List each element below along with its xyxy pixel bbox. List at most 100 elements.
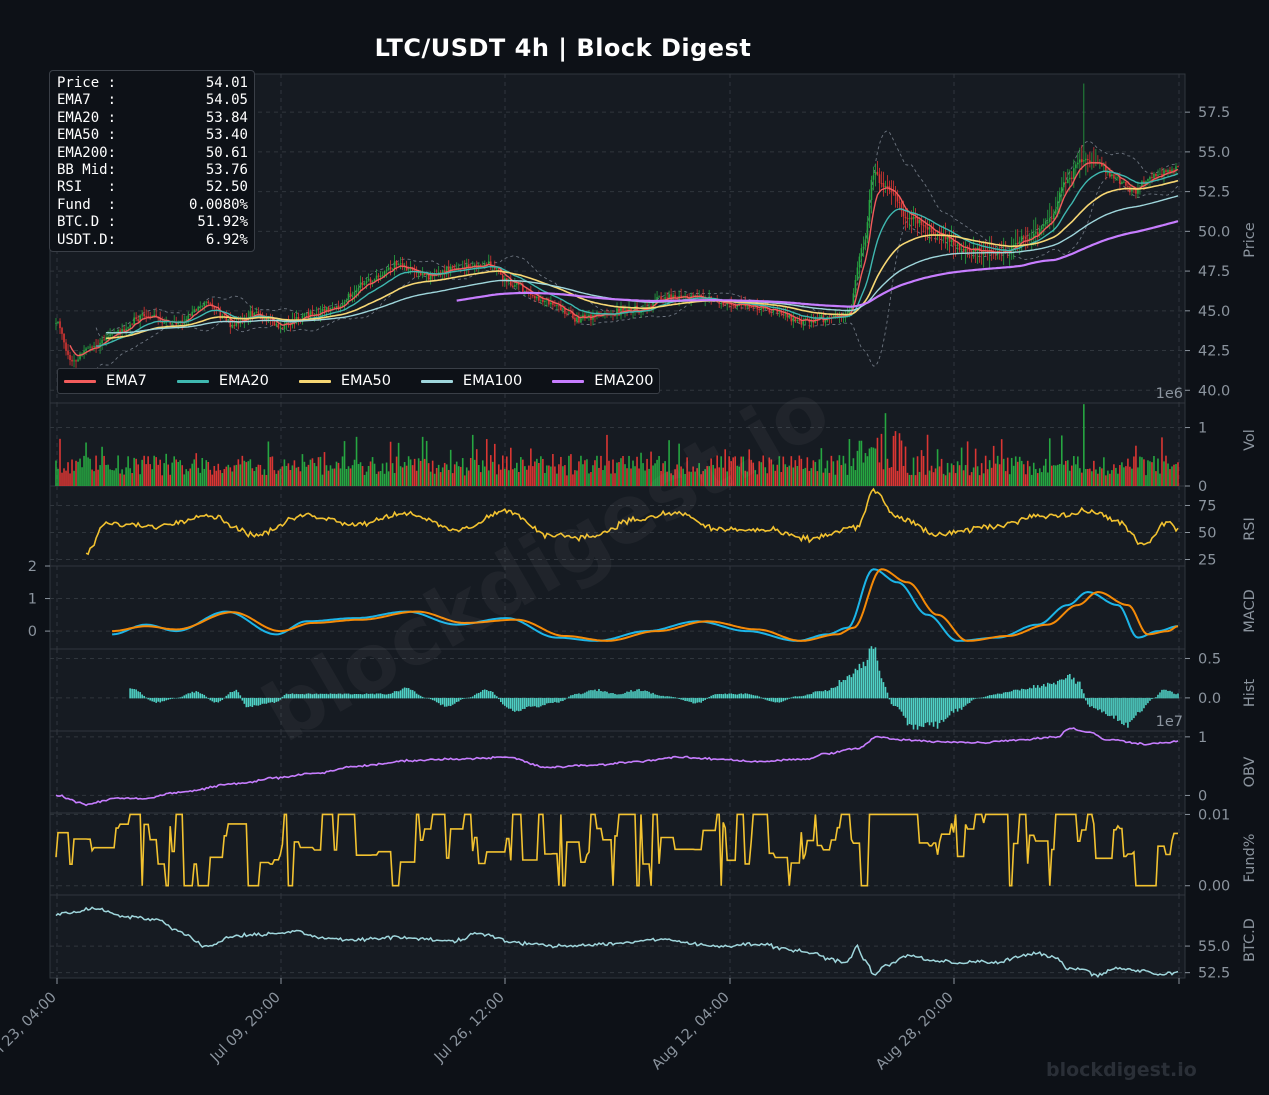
hist-bar <box>1123 697 1125 726</box>
candle-body <box>532 294 534 297</box>
hist-bar <box>796 696 799 699</box>
hist-bar <box>399 690 402 699</box>
hist-bar <box>896 697 899 707</box>
volume-bar <box>345 468 348 486</box>
candle-body <box>538 296 540 301</box>
volume-bar <box>335 461 338 486</box>
btc-dominance-line <box>55 906 1179 979</box>
hist-bar <box>459 697 462 700</box>
hist-bar <box>856 670 859 699</box>
volume-bar <box>1103 457 1105 486</box>
hist-bar <box>700 697 702 703</box>
volume-bar <box>449 449 452 486</box>
hist-bar <box>572 694 574 699</box>
candle-body <box>1036 232 1039 236</box>
hist-bar <box>155 697 157 703</box>
hist-bar <box>1097 697 1099 711</box>
volume-bar <box>810 468 813 486</box>
hist-bar <box>413 691 416 699</box>
volume-bar <box>365 471 368 486</box>
volume-bar <box>856 450 859 486</box>
hist-bar <box>331 693 334 699</box>
volume-bar <box>690 471 692 486</box>
volume-bar <box>491 461 494 486</box>
volume-bar <box>165 453 167 486</box>
volume-bar <box>608 460 610 486</box>
candle-body <box>1062 182 1065 188</box>
volume-bar <box>137 464 139 486</box>
hist-bar <box>794 696 797 699</box>
candle-body <box>1127 186 1129 187</box>
hist-bar <box>884 686 887 699</box>
volume-bar <box>379 470 382 486</box>
candle-body <box>596 312 598 317</box>
volume-bar <box>896 470 899 486</box>
volume-bar <box>313 462 316 486</box>
volume-bar <box>586 459 588 486</box>
candle-body <box>878 174 881 184</box>
volume-bar <box>403 462 406 486</box>
volume-bar <box>1089 468 1091 486</box>
hist-bar <box>886 692 889 699</box>
hist-bar <box>782 697 785 702</box>
volume-bar <box>455 461 458 486</box>
volume-bar <box>407 456 410 486</box>
volume-bar <box>303 461 306 486</box>
volume-bar <box>461 458 464 486</box>
candle-body <box>87 347 89 349</box>
volume-bar <box>566 475 568 486</box>
hist-bar <box>564 697 566 700</box>
volume-bar <box>495 474 498 486</box>
candle-body <box>552 302 554 305</box>
candle-body <box>1032 233 1035 238</box>
candle-body <box>201 305 204 307</box>
volume-bar <box>447 469 450 486</box>
volume-bar <box>343 441 346 486</box>
candle-body <box>417 272 420 274</box>
volume-bar <box>1010 457 1013 486</box>
candle-body <box>473 264 476 267</box>
candle-body <box>1065 182 1067 183</box>
volume-bar <box>1129 466 1131 486</box>
hist-bar <box>195 691 198 699</box>
candle-body <box>718 302 720 304</box>
candle-body <box>642 308 644 311</box>
volume-bar <box>934 468 937 486</box>
volume-bar <box>375 473 378 486</box>
volume-bar <box>764 467 767 486</box>
volume-bar <box>822 472 825 486</box>
candle-body <box>95 345 97 347</box>
volume-bar <box>890 467 893 486</box>
volume-bar <box>800 458 803 486</box>
hist-bar <box>578 693 580 699</box>
hist-bar <box>734 694 737 699</box>
hist-bar <box>143 695 145 699</box>
hist-bar <box>1155 697 1157 699</box>
candle-body <box>131 324 133 326</box>
hist-bar <box>1141 697 1143 712</box>
candle-body <box>1089 160 1091 163</box>
candle-body <box>750 307 753 308</box>
volume-bar <box>840 465 843 486</box>
volume-bar <box>794 460 797 486</box>
volume-bar <box>548 465 550 486</box>
hist-bar <box>171 697 174 699</box>
hist-bar <box>291 693 294 699</box>
price-panel-series <box>55 83 1179 371</box>
hist-bar <box>640 691 642 699</box>
legend-entry: EMA7 <box>64 373 147 389</box>
candle-body <box>309 311 312 319</box>
volume-bar <box>265 474 268 486</box>
hist-bar <box>1099 697 1101 710</box>
volume-bar <box>638 468 640 486</box>
volume-bar <box>145 464 147 486</box>
hist-bar <box>1143 697 1145 709</box>
hist-bar <box>197 691 200 699</box>
hist-bar <box>1046 682 1049 699</box>
volume-bar <box>574 470 576 486</box>
volume-bar <box>1133 456 1135 486</box>
volume-bar <box>848 439 851 486</box>
hist-bar <box>936 697 939 729</box>
candle-body <box>341 304 344 307</box>
hist-bar <box>1073 677 1075 699</box>
